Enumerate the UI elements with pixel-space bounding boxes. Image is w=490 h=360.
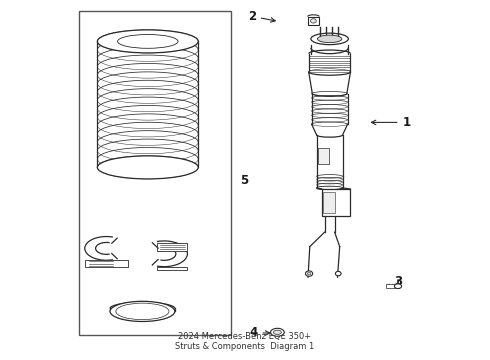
Bar xyxy=(157,243,187,251)
Text: 5: 5 xyxy=(240,174,248,186)
Ellipse shape xyxy=(394,284,402,289)
Bar xyxy=(79,11,231,335)
Ellipse shape xyxy=(335,271,341,276)
Text: 4: 4 xyxy=(249,327,270,339)
Text: 2024 Mercedes-Benz EQE 350+
Struts & Components  Diagram 1: 2024 Mercedes-Benz EQE 350+ Struts & Com… xyxy=(175,332,315,351)
Ellipse shape xyxy=(98,30,198,53)
Ellipse shape xyxy=(110,301,175,321)
Bar xyxy=(308,17,319,25)
Ellipse shape xyxy=(305,271,313,276)
Bar xyxy=(323,192,335,213)
Text: 2: 2 xyxy=(247,10,275,23)
Bar xyxy=(318,148,329,164)
Bar xyxy=(85,260,128,267)
Bar xyxy=(157,267,187,270)
Ellipse shape xyxy=(311,33,348,45)
Bar xyxy=(386,284,398,288)
Bar xyxy=(321,189,350,216)
Bar xyxy=(98,41,198,167)
Ellipse shape xyxy=(318,35,342,42)
Ellipse shape xyxy=(98,156,198,179)
Text: 3: 3 xyxy=(394,275,402,288)
Ellipse shape xyxy=(270,328,284,336)
Ellipse shape xyxy=(311,19,316,23)
Ellipse shape xyxy=(116,303,169,320)
Text: 1: 1 xyxy=(371,116,411,129)
Ellipse shape xyxy=(273,330,281,334)
Ellipse shape xyxy=(307,272,311,275)
Ellipse shape xyxy=(118,35,178,48)
